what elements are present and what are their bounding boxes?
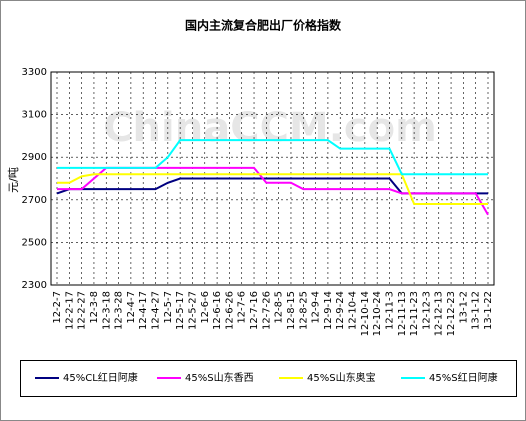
x-tick-label: 12-7-16 xyxy=(249,291,260,330)
series-line xyxy=(57,173,488,206)
x-tick-label: 12-7-6 xyxy=(237,291,248,324)
x-tick-label: 13-1-22 xyxy=(483,291,494,330)
x-tick-label: 12-3-8 xyxy=(89,291,100,324)
x-tick-label: 12-6-26 xyxy=(224,291,235,330)
x-tick-label: 12-10-4 xyxy=(348,291,359,330)
x-tick-label: 12-5-7 xyxy=(163,291,174,324)
x-tick-label: 12-10-14 xyxy=(360,291,371,336)
x-tick-label: 12-11-23 xyxy=(409,291,420,336)
x-tick-label: 12-9-24 xyxy=(335,291,346,330)
x-tick-label: 12-2-7 xyxy=(52,291,63,324)
x-tick-label: 12-4-17 xyxy=(138,291,149,330)
x-tick-label: 12-12-23 xyxy=(446,291,457,336)
x-tick-label: 12-3-18 xyxy=(101,291,112,330)
x-tick-label: 12-4-7 xyxy=(126,291,137,324)
x-tick-label: 12-11-3 xyxy=(384,291,395,330)
y-tick-label: 3300 xyxy=(22,67,47,78)
y-tick-label: 2700 xyxy=(22,195,47,206)
x-tick-label: 12-6-16 xyxy=(212,291,223,330)
watermark: ChinaCCM.com xyxy=(103,105,437,151)
legend-label: 45%S山东奥宝 xyxy=(307,371,376,384)
x-tick-label: 12-10-24 xyxy=(372,291,383,336)
x-tick-label: 12-6-6 xyxy=(200,291,211,324)
x-tick-label: 12-5-17 xyxy=(175,291,186,330)
x-tick-label: 12-3-28 xyxy=(114,291,125,330)
x-tick-label: 12-4-27 xyxy=(151,291,162,330)
y-axis-label: 元/吨 xyxy=(7,167,20,193)
x-tick-label: 12-2-17 xyxy=(64,291,75,330)
legend-label: 45%CL红日阿康 xyxy=(63,371,138,384)
y-tick-label: 2500 xyxy=(22,237,47,248)
x-tick-label: 12-9-4 xyxy=(311,291,322,324)
legend-label: 45%S红日阿康 xyxy=(429,371,498,384)
y-tick-label: 2900 xyxy=(22,152,47,163)
x-tick-label: 13-1-12 xyxy=(471,291,482,330)
x-tick-label: 12-2-27 xyxy=(77,291,88,330)
x-tick-label: 12-11-13 xyxy=(397,291,408,336)
x-tick-label: 12-12-3 xyxy=(421,291,432,330)
x-tick-label: 13-1-2 xyxy=(458,291,469,324)
y-tick-label: 3100 xyxy=(22,110,47,121)
legend-label: 45%S山东香西 xyxy=(185,371,254,384)
x-tick-label: 12-8-5 xyxy=(274,291,285,324)
chart-title: 国内主流复合肥出厂价格指数 xyxy=(185,18,342,33)
x-tick-label: 12-9-14 xyxy=(323,291,334,330)
series-line xyxy=(57,139,488,176)
x-tick-label: 12-8-25 xyxy=(298,291,309,330)
x-tick-label: 12-5-27 xyxy=(187,291,198,330)
x-tick-label: 12-7-26 xyxy=(261,291,272,330)
legend-box xyxy=(20,360,517,397)
x-tick-label: 12-12-13 xyxy=(434,291,445,336)
y-tick-label: 2300 xyxy=(22,280,47,291)
x-tick-label: 12-8-15 xyxy=(286,291,297,330)
